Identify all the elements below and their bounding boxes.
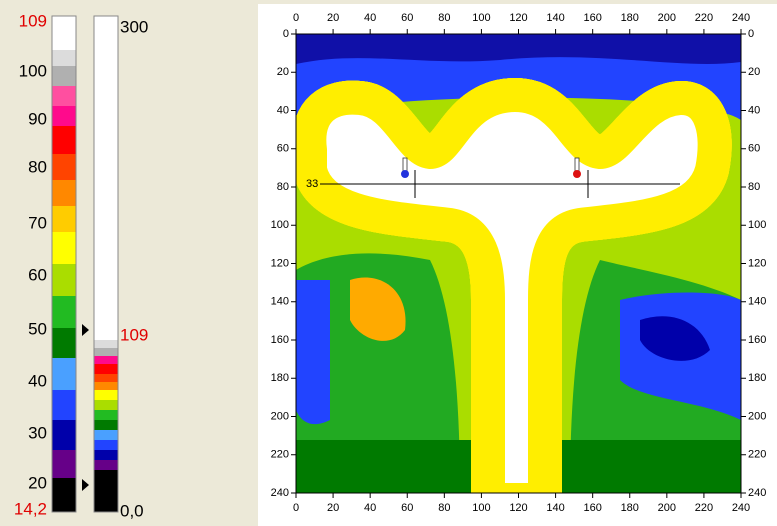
y-tick-label: 220	[271, 449, 289, 461]
x-tick-label: 200	[658, 502, 676, 514]
y-tick-label: 20	[748, 66, 760, 78]
x-tick-label: 160	[583, 12, 601, 24]
scale-label: 20	[28, 473, 47, 492]
scale-label: 40	[28, 371, 47, 390]
y-tick-label: 120	[271, 257, 289, 269]
thermal-ui: 33 109100908070605040302014,23001090,000…	[0, 0, 777, 526]
scale-label: 30	[28, 423, 47, 442]
x-tick-label: 220	[695, 12, 713, 24]
x-tick-label: 100	[472, 12, 490, 24]
y-tick-label: 0	[283, 28, 289, 40]
scale-label: 50	[28, 319, 47, 338]
x-tick-label: 60	[401, 502, 413, 514]
x-tick-label: 180	[621, 502, 639, 514]
y-tick-label: 40	[277, 104, 289, 116]
range-label: 0,0	[120, 501, 144, 520]
y-tick-label: 200	[271, 410, 289, 422]
main-scale-bar	[52, 16, 76, 512]
x-tick-label: 240	[732, 502, 750, 514]
x-tick-label: 0	[293, 502, 299, 514]
y-tick-label: 0	[748, 28, 754, 40]
line-label: 33	[306, 178, 318, 190]
scale-label: 100	[19, 61, 47, 80]
y-tick-label: 100	[748, 219, 766, 231]
y-tick-label: 60	[277, 143, 289, 155]
x-tick-label: 20	[327, 502, 339, 514]
y-tick-label: 180	[271, 372, 289, 384]
x-tick-label: 40	[364, 12, 376, 24]
x-tick-label: 80	[438, 502, 450, 514]
x-tick-label: 240	[732, 12, 750, 24]
x-tick-label: 20	[327, 12, 339, 24]
scale-label: 80	[28, 157, 47, 176]
x-tick-label: 180	[621, 12, 639, 24]
thermal-image: 33	[296, 34, 741, 500]
scale-label: 14,2	[14, 499, 47, 518]
range-label: 109	[120, 325, 148, 344]
min-marker	[401, 170, 409, 178]
y-tick-label: 160	[271, 334, 289, 346]
y-tick-label: 120	[748, 257, 766, 269]
y-tick-label: 100	[271, 219, 289, 231]
x-tick-label: 60	[401, 12, 413, 24]
y-tick-label: 80	[277, 181, 289, 193]
y-tick-label: 140	[748, 296, 766, 308]
y-tick-label: 160	[748, 334, 766, 346]
y-tick-label: 140	[271, 296, 289, 308]
x-tick-label: 40	[364, 502, 376, 514]
range-scale-bar	[94, 16, 118, 512]
scale-label: 70	[28, 213, 47, 232]
y-tick-label: 20	[277, 66, 289, 78]
x-tick-label: 140	[546, 12, 564, 24]
x-tick-label: 120	[509, 12, 527, 24]
x-tick-label: 140	[546, 502, 564, 514]
x-tick-label: 160	[583, 502, 601, 514]
x-tick-label: 0	[293, 12, 299, 24]
x-tick-label: 120	[509, 502, 527, 514]
y-tick-label: 240	[748, 487, 766, 499]
x-tick-label: 220	[695, 502, 713, 514]
y-tick-label: 180	[748, 372, 766, 384]
y-tick-label: 40	[748, 104, 760, 116]
scale-label: 90	[28, 109, 47, 128]
x-tick-label: 100	[472, 502, 490, 514]
max-marker	[573, 170, 581, 178]
range-label: 300	[120, 17, 148, 36]
scale-label: 109	[19, 11, 47, 30]
x-tick-label: 80	[438, 12, 450, 24]
y-tick-label: 200	[748, 410, 766, 422]
x-tick-label: 200	[658, 12, 676, 24]
y-tick-label: 80	[748, 181, 760, 193]
y-tick-label: 220	[748, 449, 766, 461]
scale-label: 60	[28, 265, 47, 284]
y-tick-label: 60	[748, 143, 760, 155]
y-tick-label: 240	[271, 487, 289, 499]
